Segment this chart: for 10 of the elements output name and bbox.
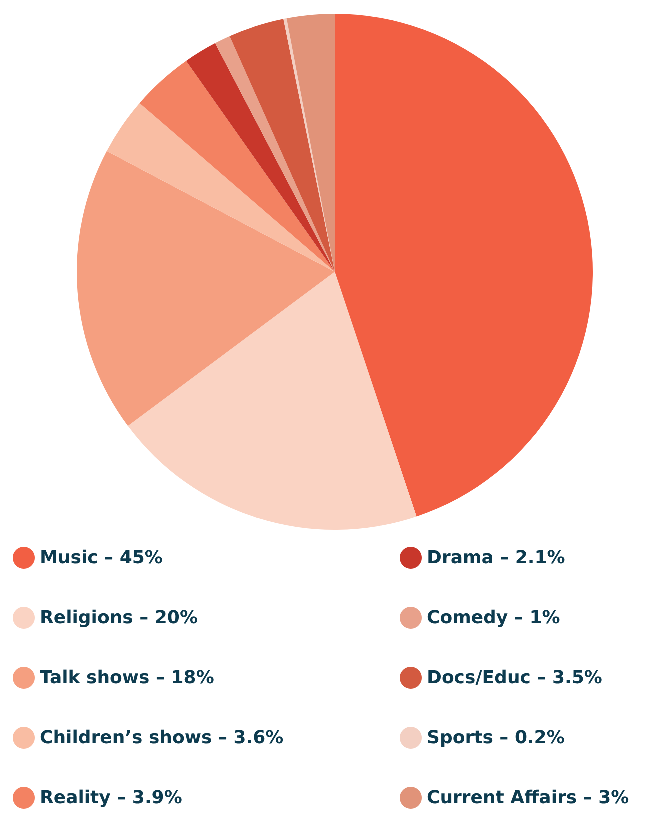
legend-label: Talk shows – 18% [40, 668, 214, 688]
legend-label: Comedy – 1% [427, 608, 560, 628]
legend-label: Reality – 3.9% [40, 788, 182, 808]
legend-label: Docs/Educ – 3.5% [427, 668, 602, 688]
legend-label: Drama – 2.1% [427, 548, 566, 568]
legend-label: Music – 45% [40, 548, 163, 568]
legend-label: Children’s shows – 3.6% [40, 728, 284, 748]
legend-label: Religions – 20% [40, 608, 198, 628]
legend-label: Current Affairs – 3% [427, 788, 630, 808]
legend-label: Sports – 0.2% [427, 728, 565, 748]
